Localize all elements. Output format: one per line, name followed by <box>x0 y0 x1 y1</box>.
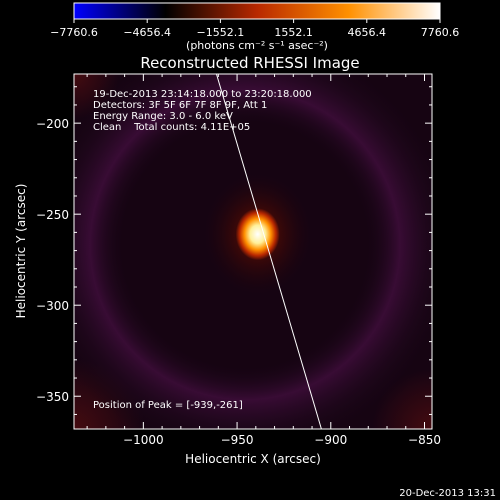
corner-glow <box>372 369 432 429</box>
x-tick-label: −850 <box>408 433 441 447</box>
annotation-time: 19-Dec-2013 23:14:18.000 to 23:20:18.000 <box>93 89 312 100</box>
x-tick-label: −950 <box>221 433 254 447</box>
peak-position-label: Position of Peak = [-939,-261] <box>93 400 243 411</box>
annotation-clean: Clean Total counts: 4.11E+05 <box>93 122 250 133</box>
chart-title: Reconstructed RHESSI Image <box>140 54 359 72</box>
y-tick-label: −350 <box>36 390 69 404</box>
heatmap-image <box>74 74 432 429</box>
colorbar-tick-label: 1552.1 <box>274 26 313 39</box>
y-tick-label: −200 <box>36 117 69 131</box>
colorbar-tick-label: 7760.6 <box>421 26 460 39</box>
colorbar-tick-label: −1552.1 <box>197 26 245 39</box>
colorbar-units: (photons cm⁻² s⁻¹ asec⁻²) <box>186 39 328 52</box>
footer-timestamp: 20-Dec-2013 13:31 <box>399 488 496 499</box>
annotation-detectors: Detectors: 3F 5F 6F 7F 8F 9F, Att 1 <box>93 100 267 111</box>
colorbar-tick-label: −4656.4 <box>123 26 171 39</box>
colorbar-ticks: −7760.6 −4656.4 −1552.1 1552.1 4656.4 7760.6 <box>50 19 459 39</box>
x-tick-label: −900 <box>314 433 347 447</box>
plot-frame <box>73 73 433 430</box>
x-axis-ticks: −1000 −950 −900 −850 <box>86 74 441 447</box>
y-axis-ticks: −200 −250 −300 −350 <box>36 86 432 415</box>
y-tick-label: −300 <box>36 299 69 313</box>
solar-limb-line <box>215 74 322 429</box>
x-tick-label: −1000 <box>123 433 164 447</box>
colorbar <box>73 2 441 20</box>
peak-source <box>235 208 280 261</box>
colorbar-tick-label: 4656.4 <box>348 26 387 39</box>
y-axis-label: Heliocentric Y (arcsec) <box>14 184 28 319</box>
colorbar-tick-label: −7760.6 <box>50 26 98 39</box>
y-tick-label: −250 <box>36 208 69 222</box>
x-axis-label: Heliocentric X (arcsec) <box>185 452 321 466</box>
annotation-energy: Energy Range: 3.0 - 6.0 keV <box>93 111 233 122</box>
